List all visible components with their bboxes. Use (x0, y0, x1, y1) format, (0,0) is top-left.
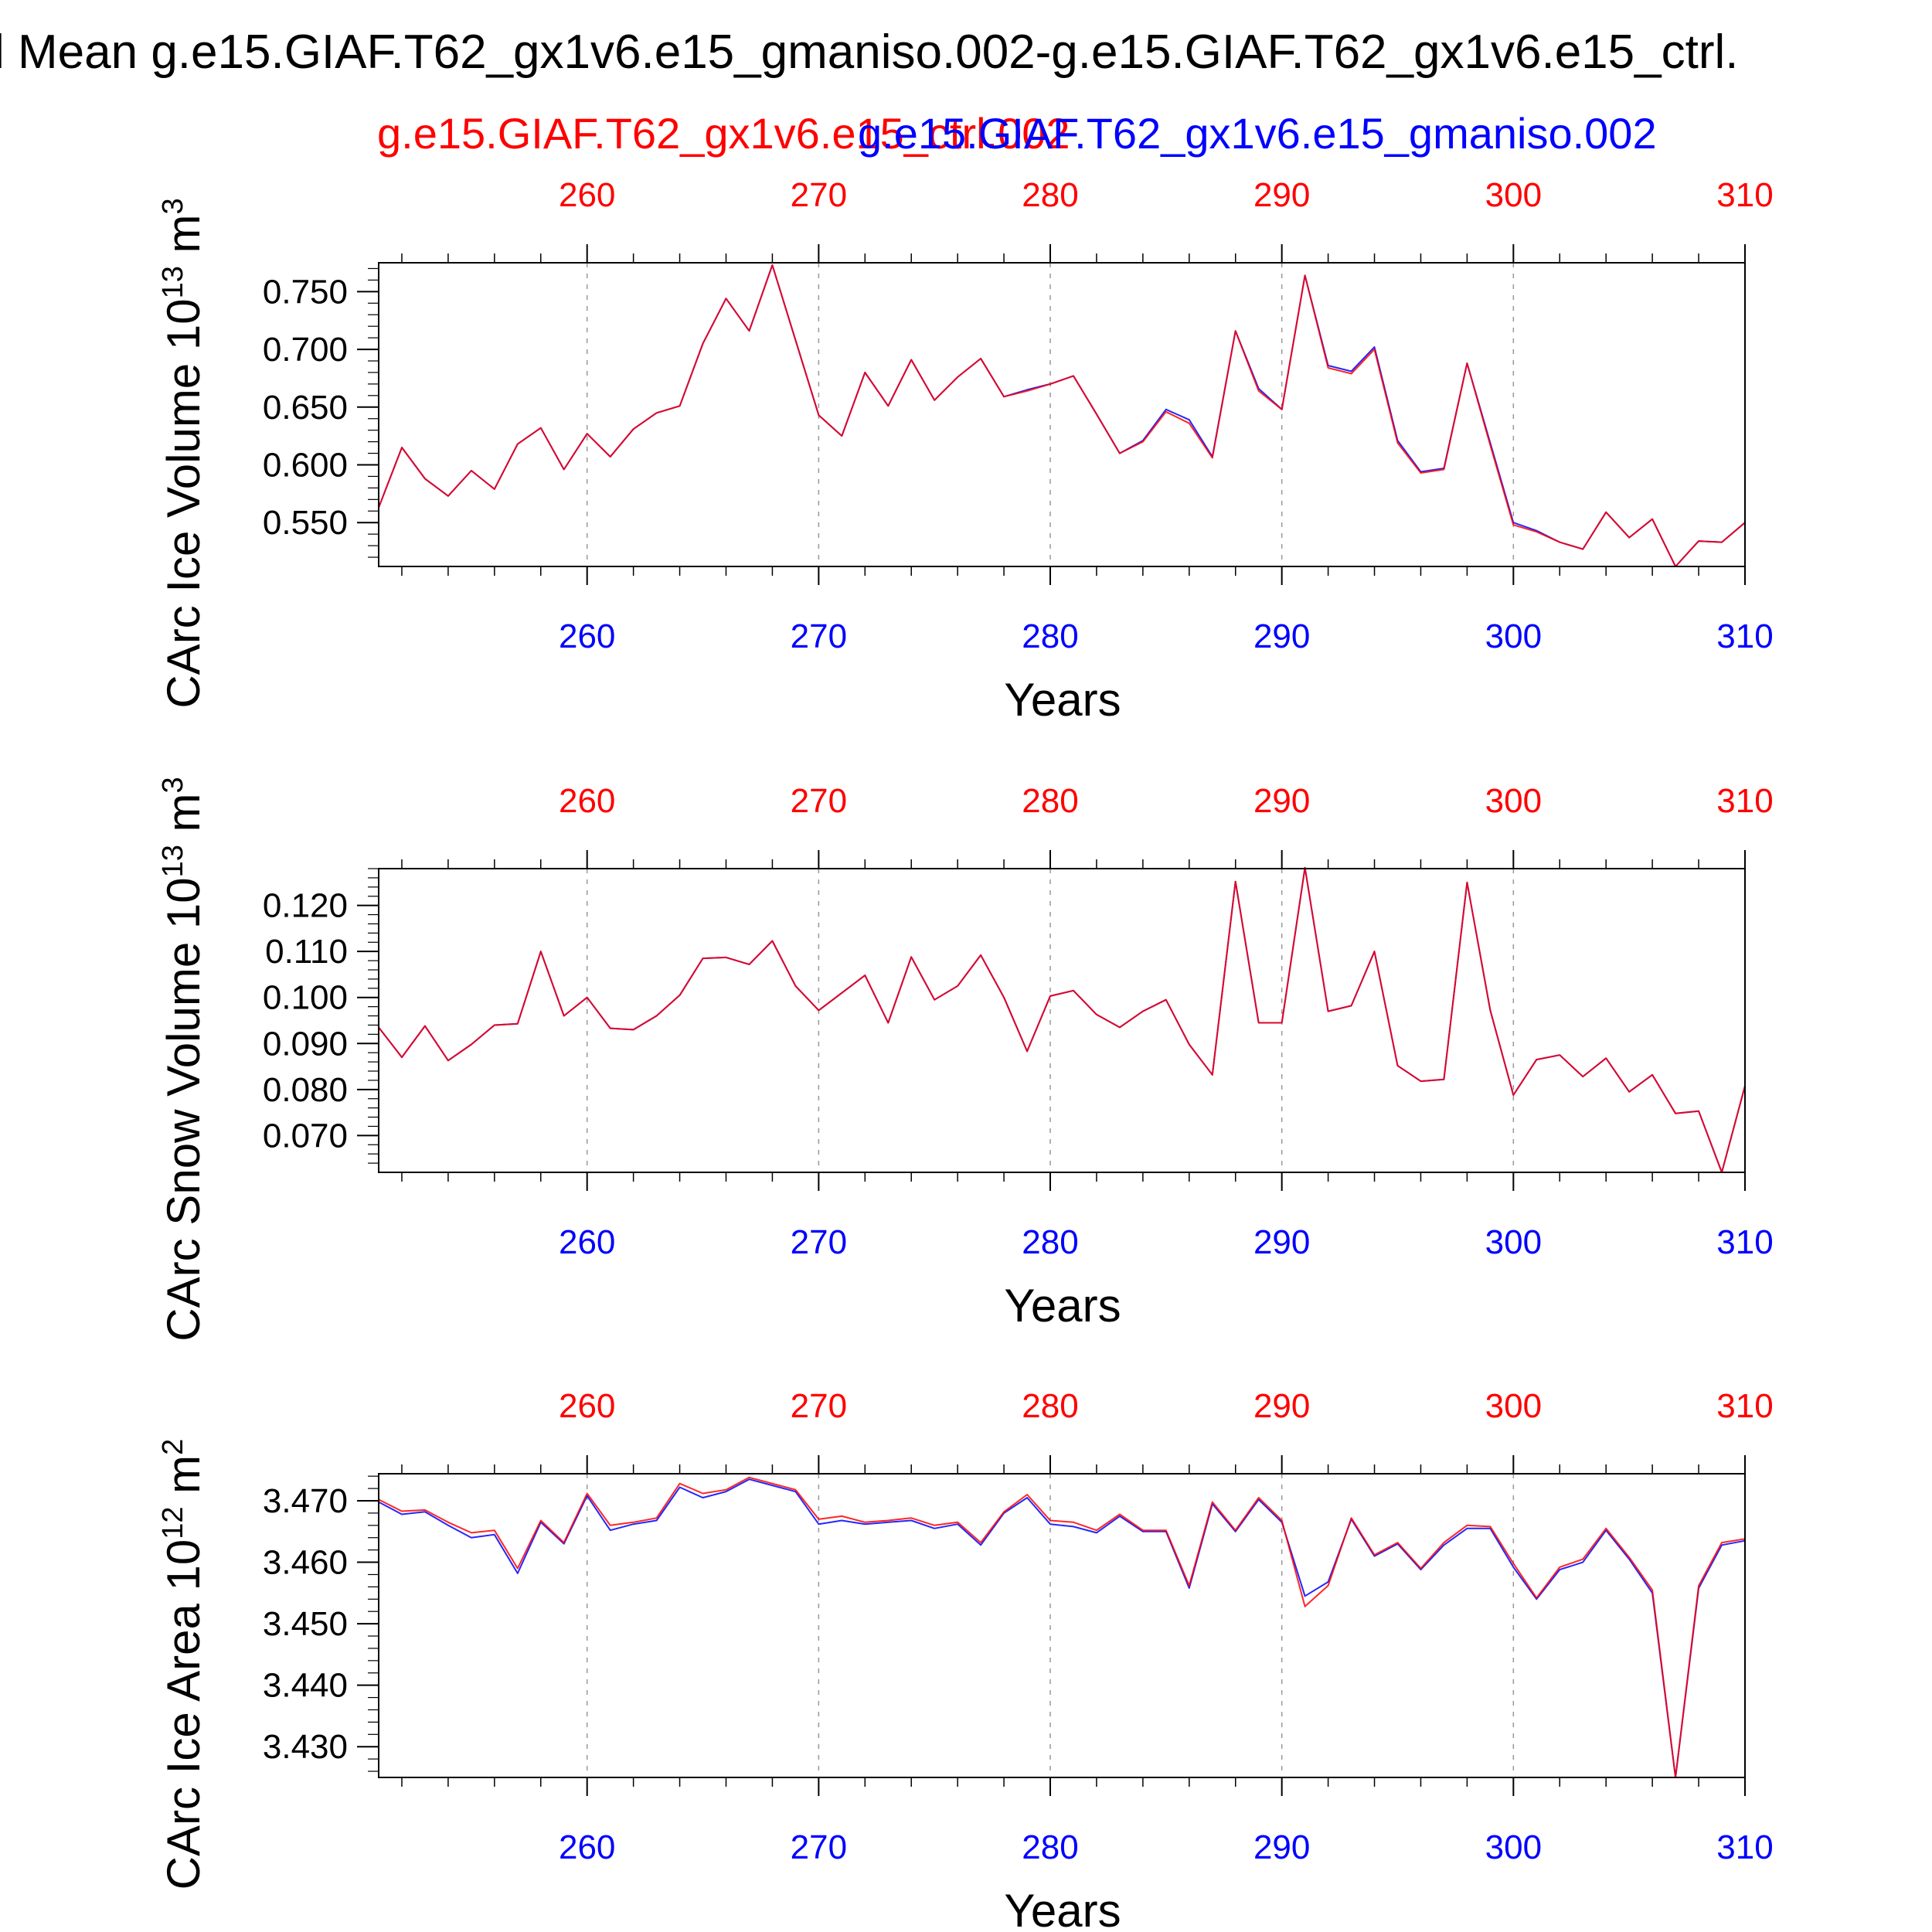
x-tick-label-top: 260 (559, 1387, 615, 1425)
x-tick-label-bottom: 270 (791, 617, 847, 655)
y-axis-title: CArc Ice Area 1012 m2 (157, 1439, 209, 1890)
x-tick-label-bottom: 260 (559, 617, 615, 655)
x-tick-label-bottom: 270 (791, 1223, 847, 1261)
y-title-exp: 13 (157, 845, 189, 877)
series-line-ctrl (378, 264, 1746, 567)
y-title-main: CArc Ice Area 10 (158, 1539, 209, 1890)
x-axis-title: Years (1004, 1885, 1121, 1932)
subtitle-test: g.e15.GIAF.T62_gx1v6.e15_gmaniso.002 (858, 109, 1657, 158)
y-tick-label: 3.440 (263, 1667, 348, 1705)
y-title-unit-exp: 3 (157, 777, 189, 793)
y-title-exp: 13 (157, 266, 189, 298)
y-title-main: CArc Ice Volume 10 (158, 298, 209, 708)
figure-title: l Mean g.e15.GIAF.T62_gx1v6.e15_gmaniso.… (0, 26, 1739, 79)
x-tick-label-bottom: 290 (1253, 617, 1310, 655)
panel-2: 260 270 280 290 300 310 260 270 280 290 300 310 Year… (157, 777, 1774, 1341)
y-tick-label: 3.450 (263, 1605, 348, 1643)
y-tick-label: 0.110 (265, 933, 348, 971)
y-tick-label: 0.650 (263, 389, 348, 427)
y-tick-label: 0.600 (263, 447, 348, 485)
y-tick-label: 0.100 (263, 979, 348, 1017)
x-tick-label-bottom: 310 (1716, 1828, 1773, 1866)
x-tick-label-bottom: 290 (1253, 1828, 1310, 1866)
x-tick-label-bottom: 290 (1253, 1223, 1310, 1261)
x-tick-label-top: 290 (1253, 782, 1310, 820)
y-title-exp: 12 (157, 1506, 189, 1539)
x-axis-title: Years (1004, 674, 1121, 726)
x-tick-label-top: 280 (1022, 782, 1078, 820)
x-tick-label-bottom: 260 (559, 1223, 615, 1261)
x-tick-label-bottom: 280 (1022, 1223, 1078, 1261)
y-axis-title: CArc Snow Volume 1013 m3 (157, 777, 209, 1341)
y-tick-label: 0.750 (263, 273, 348, 311)
x-tick-label-top: 300 (1485, 782, 1542, 820)
series-line-test (378, 1478, 1746, 1778)
series-line-ctrl (378, 866, 1746, 1173)
x-tick-label-top: 290 (1253, 1387, 1310, 1425)
x-tick-label-top: 310 (1716, 782, 1773, 820)
panel-1: 260 270 280 290 300 310 260 270 280 290 300 310 Year… (157, 176, 1774, 726)
x-tick-label-top: 270 (791, 1387, 847, 1425)
x-tick-label-bottom: 280 (1022, 617, 1078, 655)
y-title-unit: m (158, 214, 209, 266)
y-tick-label: 0.700 (263, 331, 348, 369)
y-tick-label: 0.090 (263, 1025, 348, 1063)
subtitle-ctrl: g.e15.GIAF.T62_gx1v6.e15_ctrl.002 (377, 109, 1070, 158)
x-tick-label-bottom: 270 (791, 1828, 847, 1866)
x-tick-label-top: 300 (1485, 1387, 1542, 1425)
plot-frame (378, 868, 1746, 1173)
y-title-unit-exp: 3 (157, 198, 189, 214)
y-title-unit-exp: 2 (157, 1439, 189, 1455)
series-line-test (378, 866, 1746, 1173)
y-tick-label: 3.460 (263, 1544, 348, 1582)
x-tick-label-bottom: 260 (559, 1828, 615, 1866)
x-tick-label-top: 280 (1022, 176, 1078, 214)
y-tick-label: 0.550 (263, 504, 348, 542)
x-tick-label-bottom: 300 (1485, 1223, 1542, 1261)
x-tick-label-top: 270 (791, 176, 847, 214)
y-tick-label: 0.070 (263, 1117, 348, 1155)
y-axis-title: CArc Ice Volume 1013 m3 (157, 198, 209, 708)
y-tick-label: 3.430 (263, 1728, 348, 1766)
x-tick-label-top: 310 (1716, 176, 1773, 214)
y-tick-label: 3.470 (263, 1482, 348, 1520)
x-tick-label-bottom: 310 (1716, 617, 1773, 655)
x-tick-label-bottom: 300 (1485, 617, 1542, 655)
x-tick-label-bottom: 310 (1716, 1223, 1773, 1261)
plot-frame (378, 1473, 1746, 1778)
x-tick-label-top: 310 (1716, 1387, 1773, 1425)
y-tick-label: 0.080 (263, 1071, 348, 1109)
y-title-unit: m (158, 793, 209, 845)
x-axis-title: Years (1004, 1280, 1121, 1332)
panels-group: 260 270 280 290 300 310 260 270 280 290 300 310 Year… (157, 176, 1774, 1932)
x-tick-label-bottom: 300 (1485, 1828, 1542, 1866)
x-tick-label-top: 270 (791, 782, 847, 820)
x-tick-label-top: 300 (1485, 176, 1542, 214)
y-title-unit: m (158, 1455, 209, 1507)
x-tick-label-top: 280 (1022, 1387, 1078, 1425)
y-tick-label: 0.120 (263, 887, 348, 925)
x-tick-label-top: 260 (559, 176, 615, 214)
plot-frame (378, 262, 1746, 567)
x-tick-label-top: 290 (1253, 176, 1310, 214)
panel-3: 260 270 280 290 300 310 260 270 280 290 300 310 Year… (157, 1387, 1774, 1932)
x-tick-label-top: 260 (559, 782, 615, 820)
series-line-test (378, 264, 1746, 567)
x-tick-label-bottom: 280 (1022, 1828, 1078, 1866)
y-title-main: CArc Snow Volume 10 (158, 877, 209, 1341)
series-line-ctrl (378, 1476, 1746, 1778)
